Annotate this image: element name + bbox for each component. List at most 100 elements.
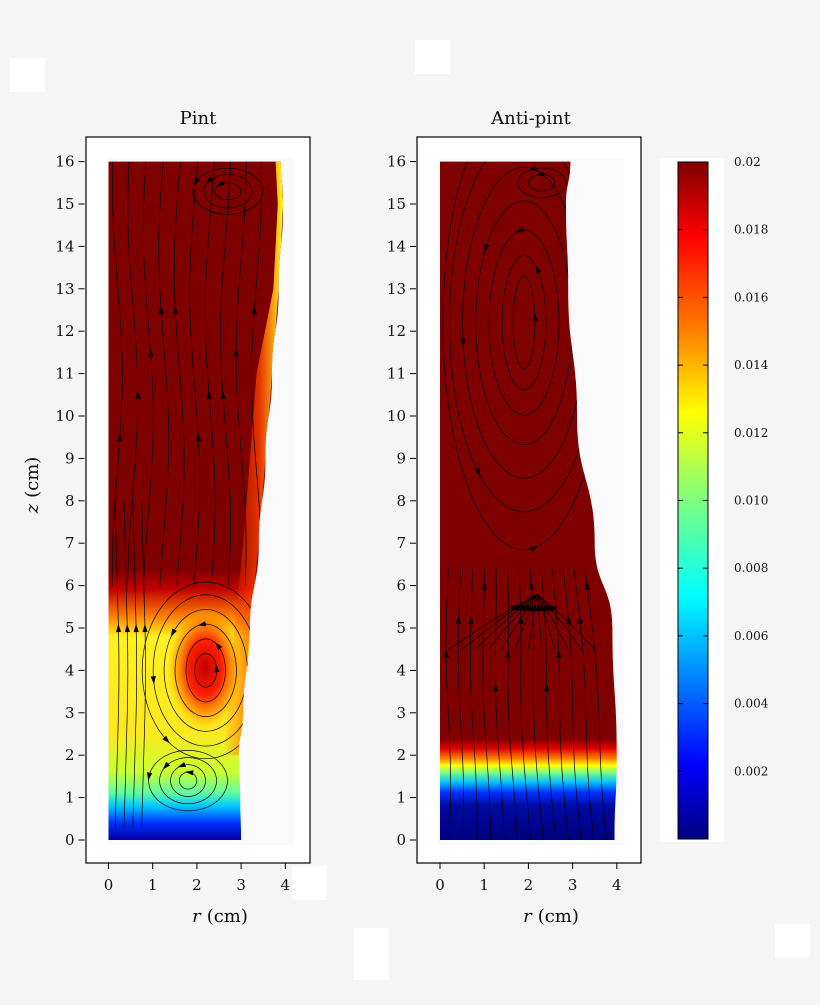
streamline-arrow bbox=[172, 306, 179, 315]
streamline bbox=[495, 568, 505, 841]
y-tick-label: 7 bbox=[65, 534, 75, 552]
y-tick-label: 9 bbox=[396, 449, 406, 467]
streamline-arrow bbox=[584, 581, 591, 590]
colorbar-tick-label: 0.02 bbox=[734, 155, 761, 169]
streamline bbox=[514, 593, 538, 650]
x-tick-label: 2 bbox=[192, 876, 202, 894]
streamline-arrow bbox=[520, 603, 528, 612]
streamline-arrow bbox=[170, 628, 177, 637]
streamline bbox=[461, 593, 538, 650]
y-tick-label: 4 bbox=[396, 661, 406, 679]
white-patch bbox=[10, 58, 45, 92]
y-tick-label: 16 bbox=[55, 153, 74, 171]
streamline bbox=[159, 757, 218, 805]
white-patch bbox=[354, 928, 389, 980]
x-tick-label: 0 bbox=[435, 876, 445, 894]
streamline bbox=[551, 568, 570, 841]
y-tick-label: 0 bbox=[65, 831, 75, 849]
white-patch bbox=[292, 866, 327, 900]
streamline bbox=[235, 161, 247, 586]
streamline-arrow bbox=[505, 649, 511, 658]
pint-vortex-color bbox=[167, 606, 243, 730]
colorbar-tick-label: 0.006 bbox=[734, 629, 768, 643]
streamline-arrow bbox=[185, 770, 194, 776]
streamline-arrow bbox=[124, 624, 130, 633]
y-tick-label: 16 bbox=[387, 153, 406, 171]
streamline-arrow bbox=[216, 180, 225, 187]
pint-streamlines bbox=[111, 161, 271, 828]
streamline-arrow bbox=[518, 615, 524, 624]
streamline bbox=[152, 594, 260, 747]
streamline bbox=[170, 764, 207, 797]
streamline-arrow bbox=[545, 603, 553, 612]
anti-overlay bbox=[442, 161, 607, 841]
anti-x-ticks: 0 1 2 3 4 bbox=[435, 863, 622, 894]
y-tick-label: 3 bbox=[396, 704, 406, 722]
streamline bbox=[584, 568, 607, 841]
colorbar-tick-label: 0.014 bbox=[734, 358, 769, 372]
streamline-arrow bbox=[481, 581, 487, 590]
streamline bbox=[537, 593, 595, 650]
streamline-arrow bbox=[542, 603, 550, 612]
streamline bbox=[174, 623, 238, 717]
streamline-arrow bbox=[142, 624, 148, 633]
x-tick-label: 4 bbox=[281, 876, 291, 894]
colorbar-tick-label: 0.002 bbox=[734, 764, 768, 778]
colorbar-ticks: 0.002 0.004 0.006 0.008 0.010 0.012 0.014 0.016… bbox=[678, 155, 769, 778]
colorbar-tick-label: 0.012 bbox=[734, 426, 768, 440]
streamline bbox=[488, 593, 538, 650]
pint-xlabel-unit: (cm) bbox=[207, 906, 248, 927]
streamline-arrow bbox=[543, 683, 550, 692]
pint-xlabel: r (cm) bbox=[192, 906, 248, 927]
y-tick-label: 14 bbox=[55, 237, 74, 255]
streamline-arrow bbox=[515, 227, 525, 233]
colorbar-tick-label: 0.018 bbox=[734, 223, 768, 237]
y-tick-label: 7 bbox=[396, 534, 406, 552]
streamline-arrow bbox=[531, 602, 537, 612]
y-tick-label: 14 bbox=[387, 237, 406, 255]
streamline bbox=[132, 500, 138, 828]
streamline-arrow bbox=[214, 664, 220, 673]
y-tick-label: 4 bbox=[65, 661, 75, 679]
streamline bbox=[123, 500, 129, 828]
streamline bbox=[449, 161, 600, 513]
y-tick-label: 10 bbox=[387, 407, 406, 425]
streamline-arrow bbox=[215, 642, 223, 651]
streamline bbox=[141, 500, 146, 828]
y-tick-label: 13 bbox=[55, 280, 74, 298]
streamline-arrow bbox=[468, 615, 474, 624]
y-tick-label: 1 bbox=[396, 789, 406, 807]
streamline-arrow bbox=[158, 306, 164, 315]
y-tick-label: 8 bbox=[396, 492, 406, 510]
streamline bbox=[518, 568, 531, 841]
streamline-arrow bbox=[133, 624, 139, 633]
streamline-arrow bbox=[474, 468, 481, 477]
anti-xlabel-var: r bbox=[523, 906, 533, 927]
streamline bbox=[158, 161, 170, 586]
streamline bbox=[442, 161, 607, 551]
streamline bbox=[475, 593, 538, 650]
pint-x-ticks: 0 1 2 3 4 bbox=[104, 863, 290, 894]
streamline-arrow bbox=[523, 603, 531, 612]
streamline bbox=[536, 594, 543, 650]
streamline-arrow bbox=[577, 615, 583, 624]
streamline bbox=[448, 593, 538, 650]
streamline bbox=[573, 568, 595, 841]
y-tick-label: 13 bbox=[387, 280, 406, 298]
streamline-arrow bbox=[147, 772, 153, 781]
streamline bbox=[475, 200, 573, 445]
pint-overlay bbox=[111, 161, 284, 828]
y-tick-label: 15 bbox=[55, 195, 74, 213]
y-tick-label: 3 bbox=[65, 704, 75, 722]
streamline bbox=[194, 653, 218, 688]
x-tick-label: 4 bbox=[612, 876, 622, 894]
streamline-arrow bbox=[527, 603, 534, 612]
x-tick-label: 0 bbox=[104, 876, 114, 894]
streamline-arrow bbox=[115, 624, 122, 633]
streamline bbox=[189, 161, 201, 586]
x-tick-label: 1 bbox=[479, 876, 489, 894]
y-tick-label: 9 bbox=[65, 449, 75, 467]
